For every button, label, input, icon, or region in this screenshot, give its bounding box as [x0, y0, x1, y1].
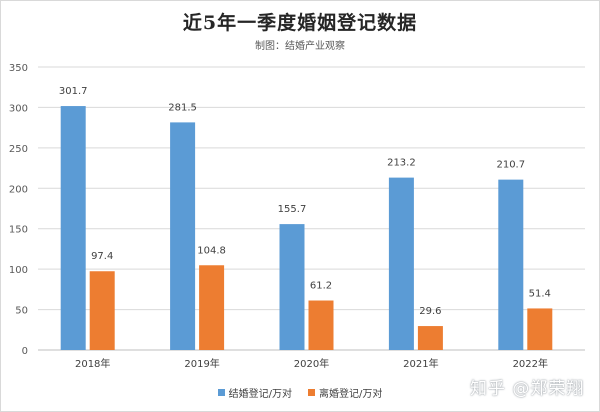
- bar-divorce: [527, 308, 553, 350]
- y-tick-label: 250: [9, 144, 28, 155]
- bar-marriage: [498, 179, 524, 350]
- data-label: 61.2: [310, 281, 332, 292]
- bar-divorce: [199, 265, 225, 350]
- legend-item-divorce: 离婚登记/万对: [308, 385, 382, 400]
- x-tick-label: 2019年: [184, 357, 219, 370]
- legend-item-marriage: 结婚登记/万对: [217, 385, 292, 400]
- y-tick-label: 100: [9, 265, 28, 276]
- legend-swatch-marriage: [217, 389, 225, 396]
- legend: 结婚登记/万对 离婚登记/万对: [0, 385, 600, 400]
- y-tick-label: 200: [9, 184, 28, 195]
- x-tick-label: 2022年: [513, 357, 548, 370]
- data-label: 155.7: [278, 204, 307, 215]
- bar-marriage: [279, 224, 305, 350]
- x-tick-label: 2021年: [403, 357, 438, 370]
- data-label: 301.7: [59, 86, 88, 97]
- x-tick-label: 2018年: [75, 357, 110, 370]
- watermark: 知乎 @郑荣翔: [470, 379, 585, 399]
- data-label: 97.4: [91, 251, 113, 262]
- chart-subtitle: 制图：结婚产业观察: [255, 41, 345, 52]
- legend-label-marriage: 结婚登记/万对: [228, 389, 292, 400]
- legend-swatch-divorce: [308, 389, 315, 396]
- y-tick-label: 300: [9, 103, 28, 114]
- data-label: 281.5: [168, 102, 197, 113]
- data-label: 210.7: [496, 160, 525, 171]
- bar-divorce: [417, 326, 443, 350]
- data-label: 29.6: [419, 306, 441, 317]
- bar-marriage: [60, 106, 86, 350]
- y-tick-label: 0: [22, 346, 28, 357]
- data-label: 51.4: [529, 288, 551, 299]
- y-tick-label: 350: [9, 63, 28, 74]
- data-label: 104.8: [197, 245, 226, 256]
- y-tick-label: 150: [9, 225, 28, 236]
- bar-marriage: [170, 122, 196, 350]
- y-tick-label: 50: [15, 306, 28, 317]
- bar-divorce: [308, 300, 334, 350]
- data-label: 213.2: [387, 158, 416, 169]
- legend-label-divorce: 离婚登记/万对: [319, 389, 383, 400]
- bar-marriage: [388, 177, 414, 350]
- chart-title: 近5年一季度婚姻登记数据: [182, 12, 418, 34]
- x-tick-label: 2020年: [294, 357, 329, 370]
- bar-divorce: [89, 271, 115, 350]
